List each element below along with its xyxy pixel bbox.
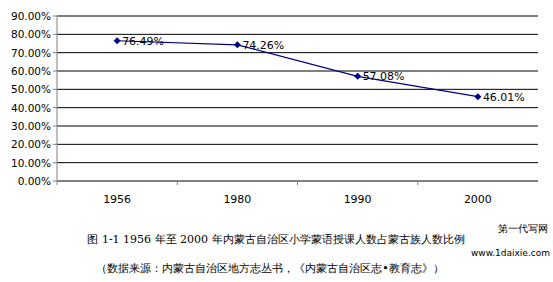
chart: 0.00% 10.00% 20.00% 30.00% 40.00% 50.00% 60.00… <box>0 0 553 282</box>
grid-line <box>57 89 538 90</box>
data-label: 57.08% <box>363 70 405 83</box>
y-tick-label: 50.00% <box>11 83 51 95</box>
y-tick-label: 20.00% <box>11 138 51 150</box>
x-tick-label: 2000 <box>464 193 492 206</box>
grid-line <box>57 52 538 53</box>
x-tick-label: 1990 <box>344 193 372 206</box>
x-tick <box>177 181 178 185</box>
y-tick <box>53 34 57 35</box>
y-tick <box>53 107 57 108</box>
series <box>114 37 482 100</box>
y-tick <box>53 52 57 53</box>
x-tick-label: 1980 <box>223 193 251 206</box>
marker <box>114 37 121 44</box>
data-label: 76.49% <box>122 35 164 48</box>
y-tick-label: 10.00% <box>11 157 51 169</box>
series-line <box>117 41 478 97</box>
y-tick-label: 80.00% <box>11 28 51 40</box>
y-tick <box>53 71 57 72</box>
watermark: 第一代写网 <box>498 223 548 234</box>
marker <box>474 93 481 100</box>
y-tick-label: 60.00% <box>11 65 51 77</box>
y-tick-label: 0.00% <box>18 175 51 187</box>
data-label: 46.01% <box>483 91 525 104</box>
y-tick-label: 40.00% <box>11 102 51 114</box>
y-tick <box>53 181 57 182</box>
marker <box>354 73 361 80</box>
grid-line <box>57 144 538 145</box>
x-tick <box>57 181 58 185</box>
y-tick-label: 30.00% <box>11 120 51 132</box>
caption: 图 1-1 1956 年至 2000 年内蒙古自治区小学蒙语授课人数占蒙古族人数… <box>87 233 464 246</box>
marker <box>234 41 241 48</box>
y-tick <box>53 162 57 163</box>
y-tick <box>53 16 57 17</box>
data-label: 74.26% <box>242 39 284 52</box>
grid-line <box>57 162 538 163</box>
y-tick-label: 70.00% <box>11 47 51 59</box>
watermark: www.1daixie.com <box>471 248 550 258</box>
source: （数据来源：内蒙古自治区地方志丛书，《内蒙古自治区志•教育志》） <box>96 262 444 275</box>
x-tick <box>417 181 418 185</box>
grid-line <box>57 107 538 108</box>
grid-line <box>57 126 538 127</box>
x-tick-label: 1956 <box>103 193 131 206</box>
x-tick <box>297 181 298 185</box>
y-axis <box>57 16 58 181</box>
grid-line <box>57 16 538 17</box>
y-tick-label: 90.00% <box>11 10 51 22</box>
y-tick <box>53 89 57 90</box>
grid-line <box>57 71 538 72</box>
y-tick <box>53 144 57 145</box>
y-tick <box>53 126 57 127</box>
